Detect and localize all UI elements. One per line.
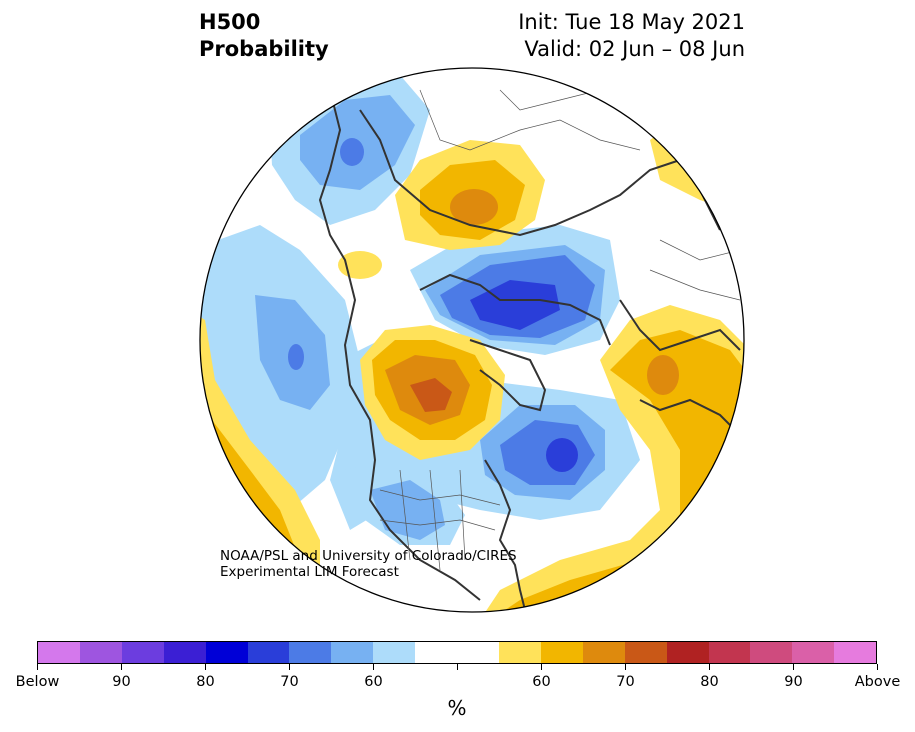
colorbar-tick bbox=[121, 664, 122, 670]
colorbar-cells bbox=[37, 641, 877, 664]
colorbar-cell bbox=[540, 642, 583, 663]
polar-map bbox=[199, 67, 745, 613]
colorbar-tick-label: 60 bbox=[364, 674, 383, 690]
coastline-mediterranean bbox=[639, 398, 744, 441]
init-date: Init: Tue 18 May 2021 bbox=[518, 10, 745, 34]
blue-region-pacific-core bbox=[288, 344, 304, 370]
colorbar-tick-label: 90 bbox=[784, 674, 803, 690]
colorbar bbox=[37, 641, 877, 664]
colorbar-cell bbox=[79, 642, 122, 663]
title-line-1: H500 bbox=[199, 10, 261, 34]
coastline-atlantic bbox=[484, 459, 526, 611]
border-line-3 bbox=[379, 489, 501, 506]
colorbar-tick bbox=[37, 664, 38, 670]
credit-line-2: Experimental LIM Forecast bbox=[220, 564, 399, 580]
yellow-region-small bbox=[338, 251, 382, 279]
colorbar-tick bbox=[541, 664, 542, 670]
colorbar-cell bbox=[708, 642, 751, 663]
coastline-arctic-islands bbox=[419, 273, 611, 346]
colorbar-cell bbox=[582, 642, 625, 663]
colorbar-cell bbox=[38, 642, 80, 663]
colorbar-cell bbox=[666, 642, 709, 663]
colorbar-cell bbox=[834, 642, 877, 663]
border-line-6 bbox=[649, 239, 741, 301]
colorbar-cell bbox=[792, 642, 835, 663]
colorbar-tick bbox=[373, 664, 374, 670]
colorbar-tick-label: 70 bbox=[280, 674, 299, 690]
colorbar-tick bbox=[289, 664, 290, 670]
blue-region-atlantic-core bbox=[546, 438, 578, 472]
title-line-2: Probability bbox=[199, 37, 329, 61]
colorbar-cell bbox=[750, 642, 793, 663]
colorbar-cell bbox=[331, 642, 374, 663]
colorbar-tick-label: 80 bbox=[196, 674, 215, 690]
colorbar-tick bbox=[625, 664, 626, 670]
orange-region-europe bbox=[647, 355, 679, 395]
colorbar-tick bbox=[793, 664, 794, 670]
blue-region-north-america-mid bbox=[370, 480, 445, 540]
colorbar-tick-label: 70 bbox=[616, 674, 635, 690]
colorbar-tick bbox=[457, 664, 458, 670]
colorbar-cell bbox=[373, 642, 416, 663]
colorbar-tick-label: Below bbox=[15, 674, 60, 690]
coastline-europe bbox=[619, 299, 741, 352]
colorbar-tick bbox=[709, 664, 710, 670]
colorbar-cell bbox=[498, 642, 541, 663]
map-title: H500 Probability bbox=[199, 9, 329, 63]
colorbar-cell bbox=[121, 642, 164, 663]
colorbar-tick-label: Above bbox=[854, 674, 901, 690]
forecast-dates: Init: Tue 18 May 2021 Valid: 02 Jun – 08… bbox=[518, 9, 745, 63]
coastline-pacific bbox=[318, 89, 481, 601]
colorbar-cell bbox=[415, 642, 458, 663]
colorbar-cell bbox=[163, 642, 206, 663]
orange-region-siberia bbox=[450, 189, 498, 225]
colorbar-cell bbox=[624, 642, 667, 663]
border-line-5 bbox=[399, 469, 466, 571]
colorbar-tick-label: 80 bbox=[700, 674, 719, 690]
colorbar-cell bbox=[289, 642, 332, 663]
credit-text: NOAA/PSL and University of Colorado/CIRE… bbox=[220, 548, 517, 580]
credit-line-1: NOAA/PSL and University of Colorado/CIRE… bbox=[220, 548, 517, 564]
globe-outline bbox=[199, 67, 745, 613]
probability-field bbox=[200, 68, 744, 612]
blue-region-east-asia-core bbox=[340, 138, 364, 166]
valid-date: Valid: 02 Jun – 08 Jun bbox=[524, 37, 745, 61]
colorbar-tick-label: 90 bbox=[112, 674, 131, 690]
border-line-1 bbox=[419, 89, 641, 151]
border-line-4 bbox=[379, 519, 496, 531]
colorbar-units: % bbox=[447, 696, 467, 720]
colorbar-tick bbox=[877, 664, 878, 670]
colorbar-cell bbox=[457, 642, 499, 663]
colorbar-cell bbox=[247, 642, 290, 663]
blue-region-arctic-core bbox=[470, 280, 560, 330]
colorbar-tick-label: 60 bbox=[532, 674, 551, 690]
colorbar-cell bbox=[205, 642, 248, 663]
colorbar-tick bbox=[205, 664, 206, 670]
coastline-greenland bbox=[469, 339, 547, 412]
burnt-region-canada bbox=[410, 378, 452, 412]
